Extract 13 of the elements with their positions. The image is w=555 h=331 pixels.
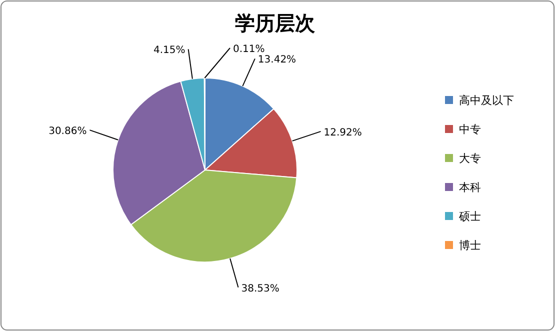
data-label: 12.92% [324,127,362,138]
data-label: 30.86% [48,126,87,138]
data-label: 13.42% [258,54,296,66]
legend-label: 大专 [459,152,481,165]
chart-title: 学历层次 [235,11,316,35]
legend-label: 硕士 [458,210,481,223]
legend-label: 高中及以下 [459,94,514,107]
legend-label: 博士 [459,239,481,252]
legend-label: 本科 [459,181,481,194]
legend-label: 中专 [459,123,481,136]
data-label: 0.11% [233,44,265,55]
data-label: 38.53% [241,283,280,294]
data-label: 4.15% [154,45,186,56]
